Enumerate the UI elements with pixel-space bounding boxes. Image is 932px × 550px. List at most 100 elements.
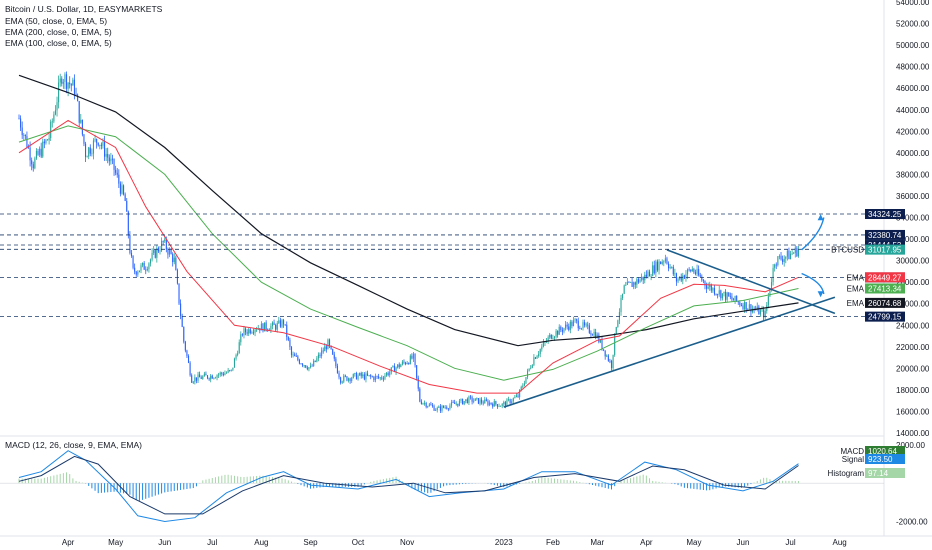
time-tick-label: Jul bbox=[785, 538, 795, 547]
candle-body bbox=[601, 339, 603, 350]
candle-body bbox=[637, 279, 639, 283]
candle-body bbox=[606, 355, 608, 357]
candle bbox=[289, 337, 291, 350]
candle-body bbox=[786, 250, 788, 257]
candle bbox=[503, 400, 505, 407]
price-tick-label: 36000.00 bbox=[896, 192, 930, 201]
candle-body bbox=[563, 328, 565, 332]
candle-body bbox=[134, 267, 136, 272]
candle-body bbox=[29, 147, 31, 161]
candle-body bbox=[197, 374, 199, 381]
candle-body bbox=[113, 158, 115, 170]
candle-body bbox=[534, 357, 537, 359]
candle bbox=[393, 363, 396, 373]
candle bbox=[302, 362, 304, 368]
candle bbox=[308, 366, 310, 372]
candle bbox=[609, 358, 611, 364]
candle bbox=[660, 261, 662, 265]
candle bbox=[189, 361, 191, 377]
candle bbox=[747, 308, 749, 311]
candle bbox=[194, 374, 196, 385]
candle bbox=[237, 350, 239, 357]
price-tick-label: 34000.00 bbox=[896, 214, 930, 223]
candle-body bbox=[81, 119, 83, 135]
candle bbox=[557, 330, 559, 338]
candle bbox=[327, 338, 329, 350]
candle bbox=[679, 276, 681, 281]
candle-body bbox=[289, 339, 291, 348]
down-arrow bbox=[801, 272, 825, 295]
candle-body bbox=[598, 334, 600, 343]
price-tick-label: 52000.00 bbox=[896, 20, 930, 29]
candle-body bbox=[519, 389, 521, 398]
candle-body bbox=[634, 282, 636, 285]
candle-body bbox=[276, 323, 278, 330]
candle bbox=[422, 402, 424, 405]
candle-body bbox=[284, 324, 286, 326]
candle bbox=[368, 375, 370, 377]
candle bbox=[127, 210, 129, 239]
candle-body bbox=[650, 275, 652, 277]
candle bbox=[748, 300, 750, 310]
candle-body bbox=[588, 325, 590, 333]
candle bbox=[412, 352, 415, 362]
time-tick-label: Aug bbox=[254, 538, 268, 547]
candle-body bbox=[123, 185, 125, 195]
candle-body bbox=[224, 373, 226, 376]
candle-body bbox=[511, 401, 513, 403]
candle bbox=[240, 331, 242, 346]
candle-body bbox=[552, 338, 554, 339]
candle bbox=[135, 270, 137, 277]
candle-body bbox=[333, 354, 335, 359]
candle bbox=[211, 374, 213, 379]
candle bbox=[175, 255, 177, 271]
price-tag bbox=[865, 244, 905, 255]
macd-histogram bbox=[18, 472, 799, 501]
candle-body bbox=[656, 261, 659, 271]
candle-body bbox=[541, 346, 543, 350]
candle bbox=[352, 373, 354, 379]
candle-body bbox=[745, 302, 747, 310]
candle-body bbox=[384, 375, 386, 379]
candle-body bbox=[379, 377, 381, 379]
candle-body bbox=[65, 74, 68, 89]
candle bbox=[116, 168, 118, 178]
ema50-line bbox=[18, 119, 799, 394]
candle-body bbox=[94, 138, 96, 141]
candle-body bbox=[591, 334, 594, 336]
candle bbox=[210, 374, 212, 383]
candle-body bbox=[218, 374, 220, 376]
candle bbox=[108, 154, 110, 166]
candle-body bbox=[265, 322, 267, 330]
candle-body bbox=[189, 362, 191, 376]
candle-body bbox=[747, 308, 749, 310]
candle-body bbox=[560, 326, 562, 330]
candle-body bbox=[707, 286, 709, 289]
candle bbox=[91, 148, 93, 157]
candle bbox=[425, 401, 427, 409]
price-tick-label: 46000.00 bbox=[896, 84, 930, 93]
candle-body bbox=[669, 267, 671, 269]
candle-body bbox=[584, 322, 586, 326]
candle bbox=[227, 367, 229, 374]
candle bbox=[458, 399, 460, 407]
candle-body bbox=[99, 144, 101, 146]
candle bbox=[550, 334, 552, 340]
candle-body bbox=[42, 141, 44, 157]
candle-body bbox=[492, 404, 494, 407]
time-tick-label: May bbox=[686, 538, 701, 547]
candle-body bbox=[241, 334, 243, 336]
candle-body bbox=[797, 249, 800, 257]
candle bbox=[450, 399, 453, 408]
candle bbox=[162, 240, 164, 245]
candle-body bbox=[469, 396, 472, 398]
candle-body bbox=[344, 375, 346, 377]
candle-body bbox=[748, 304, 750, 309]
candle bbox=[132, 255, 134, 270]
candle-body bbox=[78, 101, 80, 123]
candle bbox=[417, 375, 419, 392]
candle-body bbox=[794, 247, 796, 253]
candle bbox=[222, 371, 224, 377]
candle bbox=[286, 321, 288, 341]
